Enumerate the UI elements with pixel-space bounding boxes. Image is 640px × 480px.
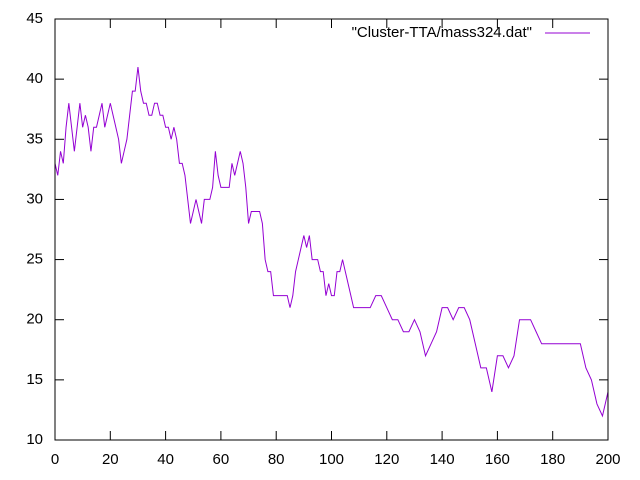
- x-tick-label: 140: [430, 451, 455, 468]
- y-tick-label: 45: [26, 10, 43, 27]
- x-tick-label: 0: [51, 451, 59, 468]
- x-tick-label: 20: [102, 451, 119, 468]
- y-tick-label: 40: [26, 70, 43, 87]
- x-tick-label: 120: [374, 451, 399, 468]
- x-tick-label: 80: [268, 451, 285, 468]
- plot-border: [54, 18, 609, 441]
- x-tick-label: 160: [485, 451, 510, 468]
- y-tick-label: 20: [26, 311, 43, 328]
- y-tick-label: 30: [26, 190, 43, 207]
- x-tick-label: 100: [319, 451, 344, 468]
- x-tick-label: 180: [540, 451, 565, 468]
- x-tick-label: 60: [213, 451, 230, 468]
- x-tick-label: 40: [157, 451, 174, 468]
- y-tick-label: 35: [26, 130, 43, 147]
- y-tick-label: 10: [26, 431, 43, 448]
- y-tick-label: 25: [26, 251, 43, 268]
- x-tick-label: 200: [595, 451, 620, 468]
- legend-label: "Cluster-TTA/mass324.dat": [352, 24, 532, 41]
- data-line: [54, 67, 609, 418]
- y-tick-label: 15: [26, 371, 43, 388]
